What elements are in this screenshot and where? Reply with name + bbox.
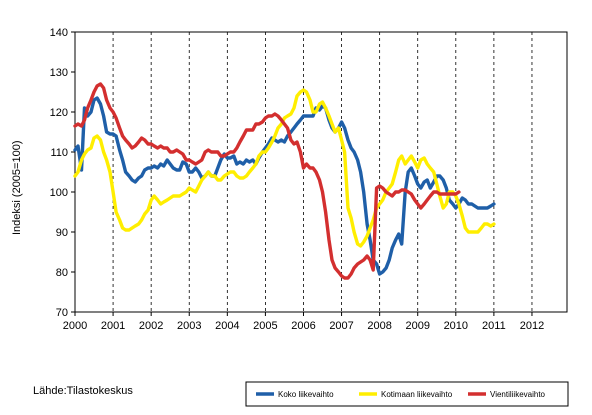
y-tick-label: 130 [50, 67, 68, 79]
x-tick-label: 2011 [482, 320, 506, 332]
legend-items: Koko liikevaihto Kotimaan liikevaihto Vien… [256, 390, 546, 399]
y-tick-label: 120 [50, 107, 68, 119]
legend-label-3: Vientiliikevaihto [490, 390, 546, 399]
series-line-2 [73, 88, 496, 248]
x-tick-label: 2012 [520, 320, 544, 332]
y-tick-label: 70 [56, 307, 68, 319]
legend-label-2: Kotimaan liikevaihto [381, 390, 453, 399]
x-tick-label: 2003 [177, 320, 201, 332]
y-axis-label: Indeksi (2005=100) [11, 141, 23, 235]
x-tick-label: 2006 [291, 320, 315, 332]
x-tick-label: 2005 [253, 320, 277, 332]
x-tick-label: 2004 [215, 320, 239, 332]
x-tick-label: 2008 [367, 320, 391, 332]
series-line-1 [73, 96, 496, 276]
plot-area [74, 31, 568, 313]
x-axis-ticks: 2000 2001 2002 2003 2004 2005 2006 2007 2008 2009… [63, 312, 544, 332]
legend [245, 381, 569, 407]
y-tick-label: 90 [56, 227, 68, 239]
x-tick-label: 2000 [63, 320, 87, 332]
x-tick-label: 2007 [329, 320, 353, 332]
y-tick-label: 80 [56, 267, 68, 279]
series-lines [73, 82, 496, 280]
y-axis-ticks: 70 80 90 100 110 120 130 140 [50, 27, 75, 319]
x-tick-label: 2002 [139, 320, 163, 332]
x-tick-label: 2001 [101, 320, 125, 332]
series-line-3 [73, 82, 461, 280]
y-tick-label: 110 [50, 147, 68, 159]
y-tick-label: 100 [50, 187, 68, 199]
x-tick-label: 2009 [405, 320, 429, 332]
x-tick-label: 2010 [444, 320, 468, 332]
source-note: Lähde:Tilastokeskus [33, 385, 133, 397]
legend-label-1: Koko liikevaihto [278, 390, 334, 399]
y-tick-label: 140 [50, 27, 68, 39]
